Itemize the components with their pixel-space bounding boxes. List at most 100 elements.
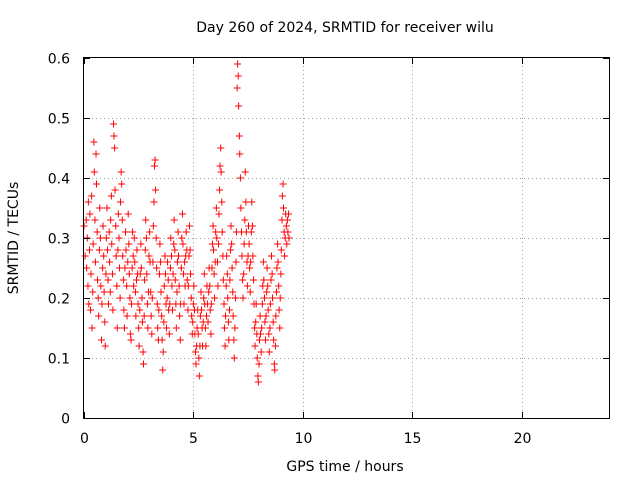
data-point (216, 162, 224, 170)
data-point (262, 312, 270, 320)
data-point (183, 276, 191, 284)
data-point (252, 300, 260, 308)
data-point (120, 324, 128, 332)
data-point (135, 324, 143, 332)
data-point (160, 282, 168, 290)
data-point (126, 294, 134, 302)
data-point (250, 276, 258, 284)
data-points (80, 60, 293, 386)
data-point (200, 270, 208, 278)
data-point (246, 264, 254, 272)
data-point (234, 60, 242, 68)
data-point (216, 186, 224, 194)
data-point (124, 210, 132, 218)
data-point (105, 300, 112, 308)
data-point (205, 288, 213, 296)
data-point (222, 312, 230, 320)
data-point (217, 144, 225, 152)
data-point (214, 282, 222, 290)
data-point (242, 198, 250, 206)
data-point (106, 288, 114, 296)
data-point (224, 294, 232, 302)
data-point (142, 234, 150, 242)
data-point (229, 312, 237, 320)
data-point (240, 270, 248, 278)
data-point (260, 294, 268, 302)
data-point (206, 282, 214, 290)
x-tick-label: 15 (404, 431, 422, 447)
data-point (107, 192, 115, 200)
chart-title: Day 260 of 2024, SRMTID for receiver wil… (196, 20, 494, 36)
data-point (267, 276, 275, 284)
data-point (239, 294, 247, 302)
data-point (100, 252, 108, 260)
data-point (186, 246, 194, 254)
data-point (285, 234, 293, 242)
data-point (93, 228, 101, 236)
data-point (246, 288, 254, 296)
data-point (212, 204, 220, 212)
y-tick-label: 0.6 (48, 52, 70, 68)
data-point (236, 150, 244, 158)
data-point (110, 120, 118, 128)
data-point (213, 258, 221, 266)
data-point (130, 282, 138, 290)
data-point (171, 246, 179, 254)
data-point (190, 282, 198, 290)
data-point (99, 264, 107, 272)
data-point (105, 228, 113, 236)
x-tick-label: 5 (189, 431, 198, 447)
data-point (217, 168, 225, 176)
data-point (94, 276, 102, 284)
data-point (258, 324, 266, 332)
data-point (118, 216, 126, 224)
data-point (157, 258, 165, 266)
data-point (197, 288, 205, 296)
data-point (247, 228, 255, 236)
data-point (266, 324, 274, 332)
data-point (207, 330, 215, 338)
data-point (116, 294, 124, 302)
data-point (155, 306, 163, 314)
data-point (138, 318, 146, 326)
data-point (220, 300, 228, 308)
data-point (109, 306, 117, 314)
y-tick-label: 0.1 (48, 352, 70, 368)
data-point (151, 156, 159, 164)
data-point (222, 282, 230, 290)
data-point (89, 240, 97, 248)
data-point (103, 204, 111, 212)
data-point (283, 240, 291, 248)
data-point (218, 198, 226, 206)
data-point (122, 228, 130, 236)
data-point (219, 276, 227, 284)
data-point (103, 246, 111, 254)
data-point (263, 288, 271, 296)
data-point (123, 312, 131, 320)
y-axis-title: SRMTID / TECUs (6, 182, 22, 295)
data-point (140, 360, 147, 368)
data-point (127, 300, 135, 308)
data-point (114, 210, 122, 218)
data-point (245, 240, 253, 248)
data-point (122, 246, 130, 254)
data-point (271, 342, 279, 350)
data-point (251, 342, 259, 350)
data-point (223, 252, 231, 260)
data-point (267, 252, 275, 260)
data-point (114, 246, 122, 254)
data-point (90, 138, 98, 146)
data-point (175, 282, 183, 290)
data-point (159, 348, 167, 356)
data-point (260, 276, 268, 284)
data-point (192, 360, 200, 368)
data-point (121, 264, 129, 272)
data-point (158, 336, 166, 344)
data-point (208, 240, 216, 248)
data-point (142, 216, 150, 224)
data-point (212, 228, 220, 236)
data-point (131, 258, 139, 266)
data-point (162, 324, 170, 332)
data-point (98, 336, 105, 344)
data-point (235, 102, 243, 110)
